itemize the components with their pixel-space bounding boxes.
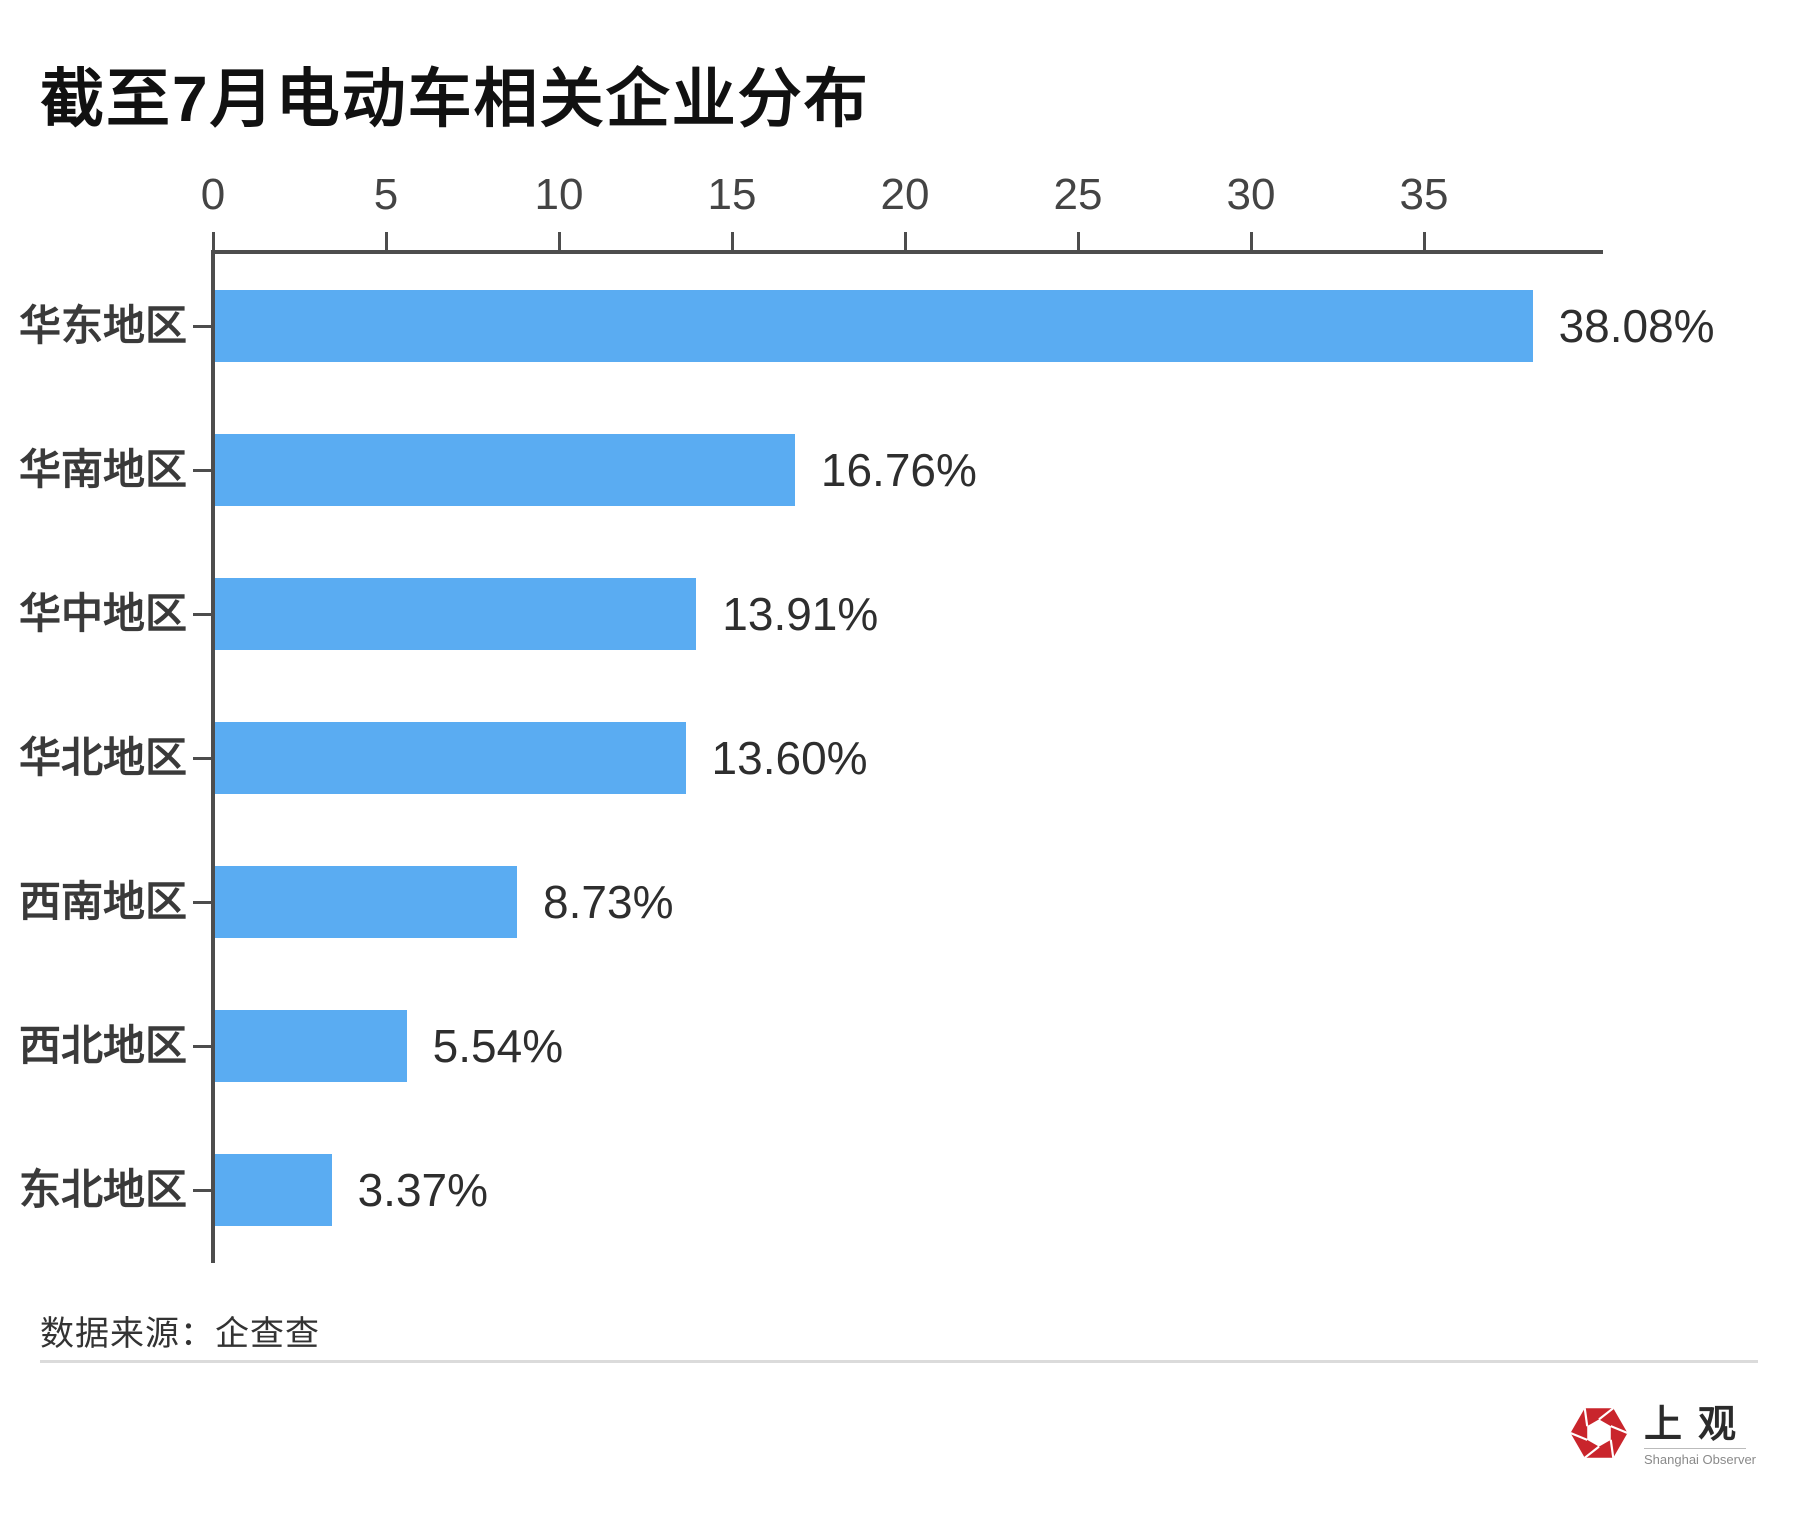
category-tick-mark	[193, 468, 211, 472]
x-axis-tick-mark	[557, 232, 561, 250]
category-label: 华北地区	[18, 734, 187, 781]
x-axis-tick-label: 35	[1399, 170, 1449, 219]
bar	[215, 578, 697, 650]
category-tick-mark	[193, 324, 211, 328]
x-axis-line	[211, 250, 1603, 254]
x-axis-tick-label: 25	[1053, 170, 1103, 219]
x-axis-tick-mark	[730, 232, 734, 250]
x-axis-tick-label: 5	[373, 170, 399, 219]
category-label: 华南地区	[18, 446, 187, 493]
bar	[215, 1010, 407, 1082]
category-tick-mark	[193, 1188, 211, 1192]
logo-text-block: 上观 Shanghai Observer	[1644, 1402, 1756, 1467]
bar	[215, 1154, 332, 1226]
logo-divider-line	[1644, 1448, 1746, 1449]
x-axis-tick-mark	[903, 232, 907, 250]
x-axis-tick-label: 10	[534, 170, 584, 219]
bar-value-label: 38.08%	[1558, 300, 1715, 352]
chart-title: 截至7月电动车相关企业分布	[40, 63, 870, 135]
x-axis-tick-mark	[1249, 232, 1253, 250]
category-tick-mark	[193, 1044, 211, 1048]
x-axis-tick-mark	[384, 232, 388, 250]
shanghai-observer-logo: 上观 Shanghai Observer	[1568, 1402, 1756, 1467]
bar	[215, 290, 1533, 362]
footer-divider	[40, 1360, 1758, 1363]
category-label: 西北地区	[18, 1022, 187, 1069]
category-label: 华东地区	[18, 302, 187, 349]
x-axis-tick-label: 30	[1226, 170, 1276, 219]
bar-chart: 0 5 10 15 20 25 30 35 华东地区 38.08% 华南地区 16.76% 华中地区 13…	[18, 170, 1715, 1263]
category-label: 西南地区	[18, 878, 187, 925]
logo-en-text: Shanghai Observer	[1644, 1452, 1757, 1467]
bar	[215, 434, 795, 506]
x-axis-tick-mark	[1422, 232, 1426, 250]
bar	[215, 866, 518, 938]
bar-value-label: 8.73%	[543, 876, 674, 928]
x-axis-tick-mark	[211, 232, 215, 250]
x-axis-tick-label: 20	[880, 170, 930, 219]
category-label: 东北地区	[18, 1166, 187, 1213]
bar-value-label: 13.91%	[722, 588, 879, 640]
category-label: 华中地区	[18, 590, 187, 637]
x-axis-tick-mark	[1076, 232, 1080, 250]
bar-value-label: 5.54%	[432, 1020, 564, 1072]
category-tick-mark	[193, 900, 211, 904]
logo-cn-text: 上观	[1644, 1401, 1753, 1446]
category-tick-mark	[193, 756, 211, 760]
bar-value-label: 3.37%	[357, 1164, 489, 1216]
category-tick-mark	[193, 612, 211, 616]
aperture-hexagon-icon	[1570, 1407, 1628, 1459]
y-axis-line	[211, 250, 215, 1263]
bar-value-label: 13.60%	[711, 732, 868, 784]
x-axis-tick-label: 0	[200, 170, 226, 219]
data-source-label: 数据来源：企查查	[40, 1315, 320, 1353]
x-axis-tick-label: 15	[707, 170, 757, 219]
bar	[215, 722, 686, 794]
bar-value-label: 16.76%	[820, 444, 977, 496]
